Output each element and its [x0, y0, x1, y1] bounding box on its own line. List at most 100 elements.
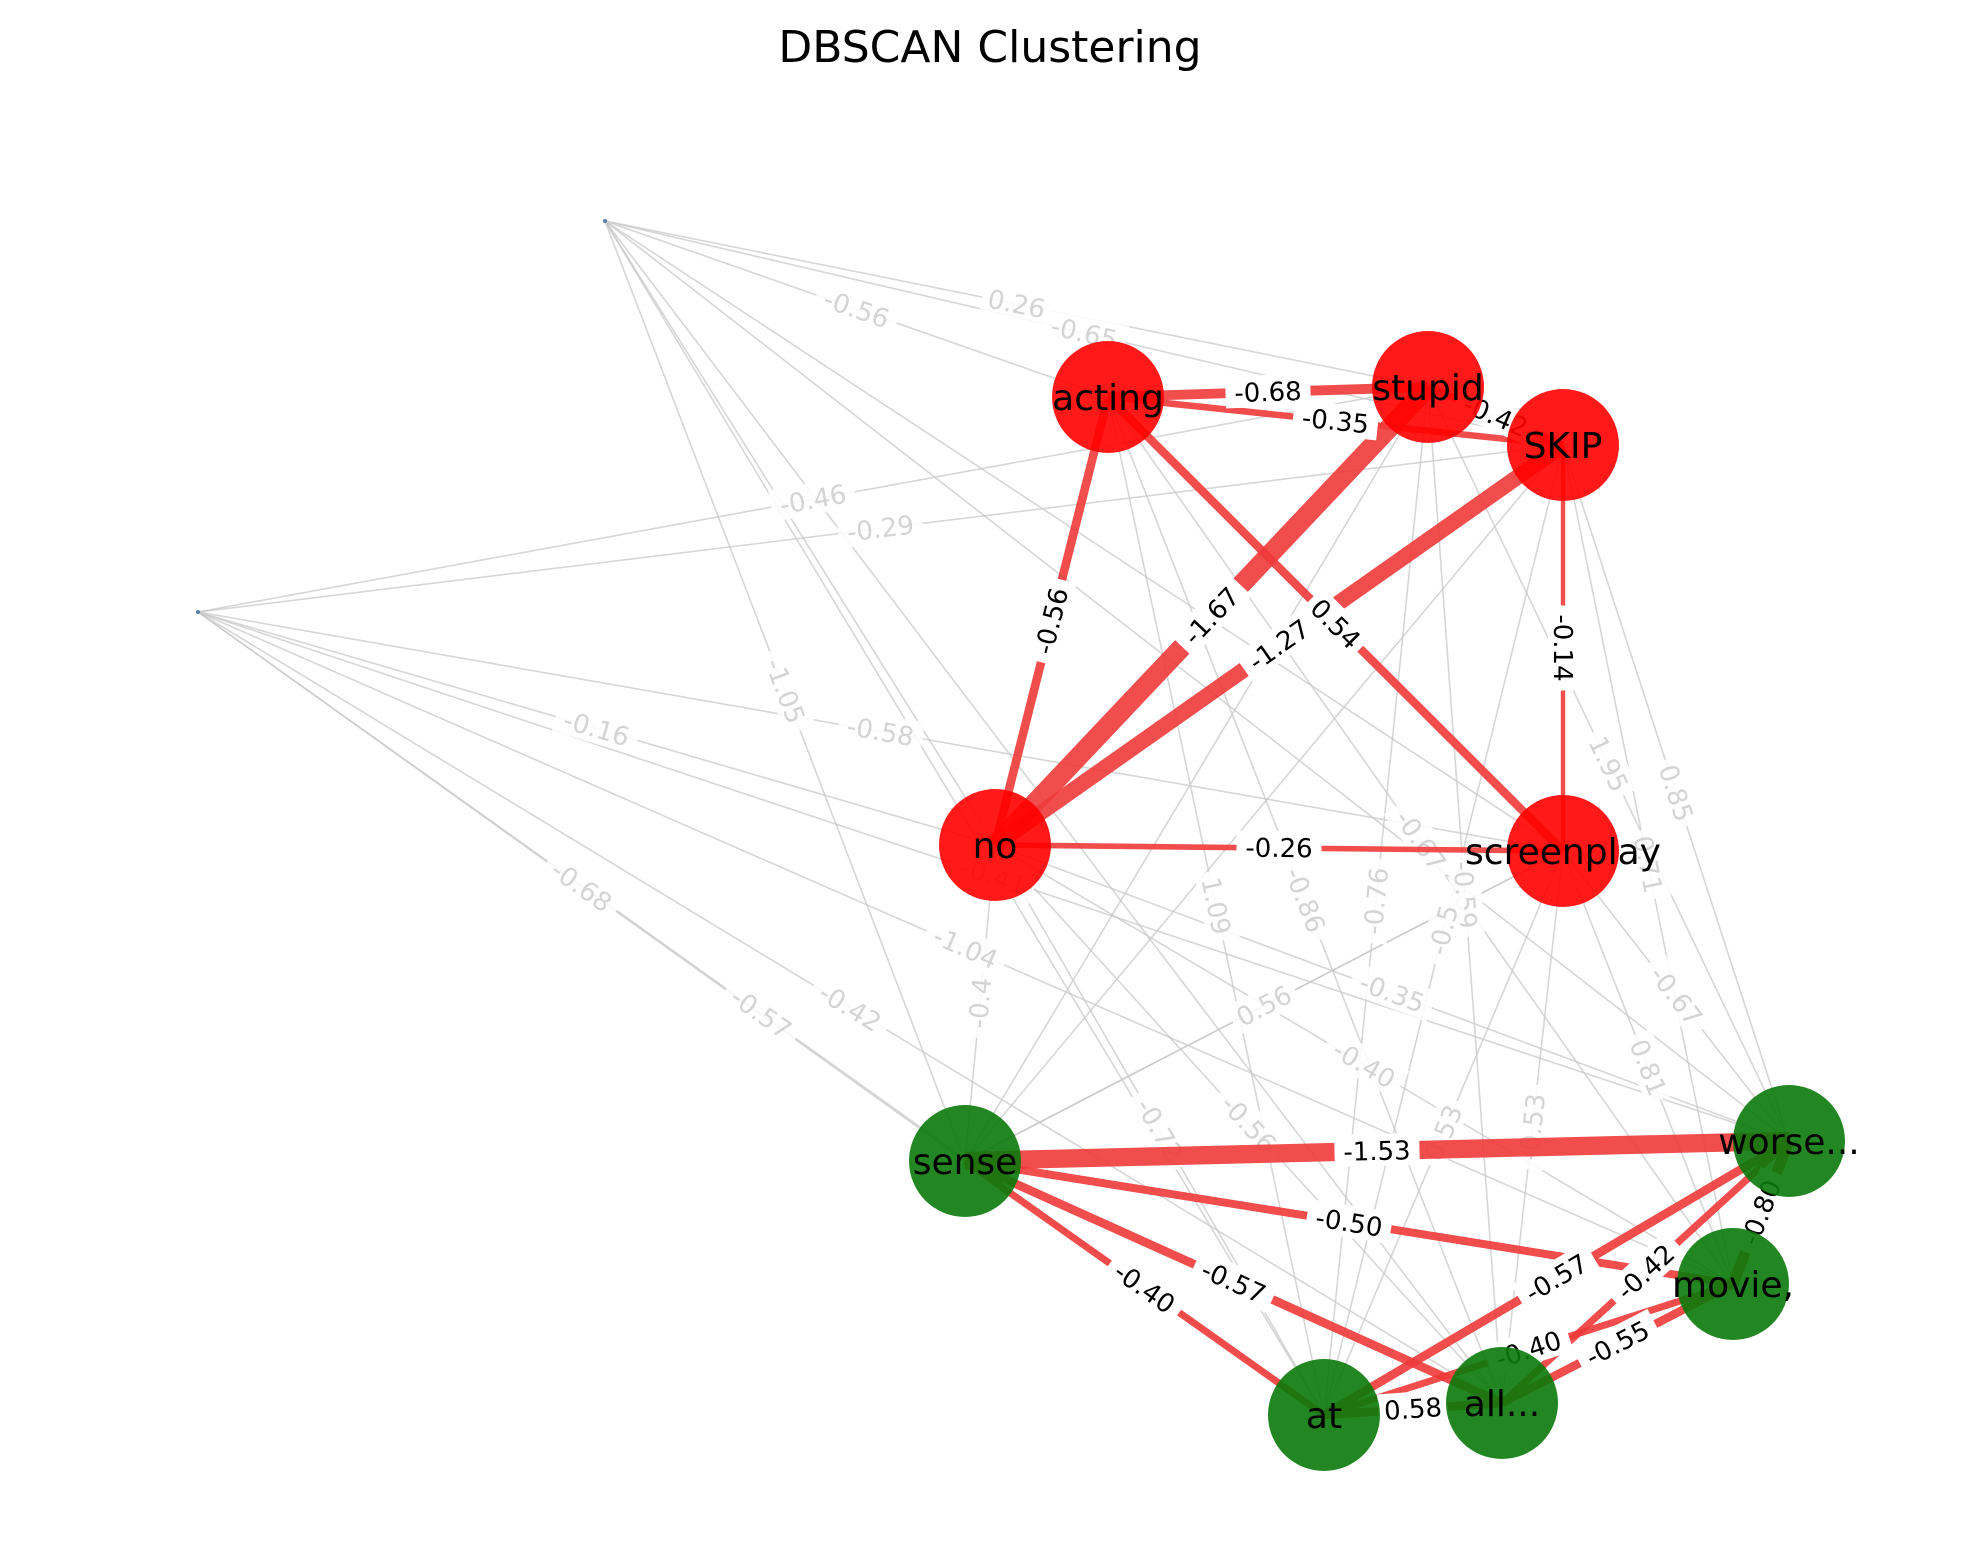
strong-edge-label-bg [1224, 373, 1311, 409]
node-movie [1677, 1228, 1789, 1340]
node-label-at: at [1306, 1396, 1342, 1437]
weak-edge-label-bg [811, 278, 903, 338]
weak-edge-label-group: -0.40 [1319, 1028, 1410, 1100]
weak-edge-label-bg [551, 700, 643, 755]
weak-edge-label-bg [1225, 974, 1302, 1036]
weak-edge-label: -0.58 [845, 712, 916, 753]
strong-edge-label-bg [1236, 830, 1322, 864]
weak-edge-label-bg [1208, 1081, 1290, 1166]
strong-edge-label: -1.53 [1343, 1136, 1411, 1168]
weak-edge-label-group: -0.68 [538, 847, 626, 924]
weak-edge-label-bg [1383, 795, 1459, 884]
noise-point [603, 219, 607, 223]
weak-edge-label-bg [836, 506, 925, 549]
strong-edge-label: -0.56 [1030, 585, 1076, 658]
weak-edge-label-bg [1418, 891, 1467, 968]
node-stupid [1372, 331, 1484, 443]
weak-edge-label-bg [1650, 754, 1703, 831]
strong-edge-label-group: -0.40 [1101, 1249, 1190, 1325]
weak-edge-stupid-sense [964, 386, 1429, 1162]
strong-edge-label-group: -0.35 [1291, 399, 1380, 441]
strong-edge-label: -0.26 [1245, 834, 1313, 865]
weak-edge-label-group: 0.26 [979, 280, 1055, 326]
node-label-sense: sense [913, 1142, 1018, 1183]
node-all [1446, 1347, 1558, 1459]
node-label-screenplay: screenplay [1465, 832, 1661, 873]
strong-edge-label-bg [1334, 1132, 1420, 1168]
weak-edge-label-bg [836, 707, 926, 754]
weak-edge-label-group: -0.16 [551, 700, 643, 755]
weak-edge-label-group: 0.53 [1414, 1094, 1471, 1172]
strong-edge-label-group: -1.53 [1334, 1132, 1420, 1168]
strong-edge-label-bg [1188, 1249, 1280, 1314]
node-screenplay [1507, 795, 1619, 907]
weak-edge-label-group: -0.4 [959, 966, 999, 1040]
weak-edge-label: 0.26 [985, 285, 1048, 326]
weak-edge-label-group: 0.81 [1621, 1028, 1677, 1106]
weak-edge-p1-screenplay [604, 220, 1564, 852]
weak-edge-label-group: -0.29 [836, 506, 925, 549]
weak-edge-label: -0.42 [813, 978, 886, 1039]
weak-edge-p1-no [604, 220, 996, 846]
nodes-layer: acting stupid SKIP no screenplay sense worse..… [196, 219, 1860, 1471]
weak-edge-label-bg [979, 280, 1055, 326]
weak-edge-label-bg [920, 915, 1012, 979]
strong-edge-label: -0.40 [1108, 1257, 1180, 1320]
weak-edge-label-bg [1621, 1028, 1677, 1106]
weak-edge-label-bg [755, 645, 817, 737]
weak-edge-label-group: 1.95 [1579, 725, 1639, 803]
weak-edge-label-bg [805, 970, 896, 1043]
weak-edge-label-group: -0.35 [1346, 962, 1438, 1022]
strong-edge-label-bg [1300, 587, 1373, 660]
weak-edge-p1-worse [604, 220, 1790, 1142]
strong-edge-label-bg [1024, 575, 1077, 666]
weak-edge-label-bg [959, 966, 999, 1040]
weak-edge-label-group: -0.76 [1354, 857, 1396, 945]
weak-edge-label-group: -0.53 [1510, 1082, 1552, 1171]
weak-edge-label-group: -0.67 [1638, 952, 1716, 1039]
node-label-worse: worse... [1718, 1122, 1860, 1163]
weak-edge-skip-sense [964, 444, 1564, 1162]
strong-edge-label-bg [1234, 606, 1323, 682]
strong-edge-label-group: -0.68 [1224, 373, 1311, 409]
node-sense [909, 1105, 1021, 1217]
weak-edge-label-group: -0.57 [717, 974, 806, 1051]
weak-edge-label: -0.57 [724, 983, 796, 1046]
strong-edge-label-group: -0.50 [1304, 1198, 1394, 1245]
strong-edge-label-bg [1376, 1389, 1449, 1427]
strong-edge-label-bg [1304, 1198, 1394, 1245]
weak-edge-label-group: 0.56 [1225, 974, 1302, 1036]
weak-edge-label-bg [1319, 1028, 1410, 1100]
weak-edge-label-bg [717, 974, 806, 1051]
strong-edge-label: -0.35 [1300, 404, 1370, 441]
weak-edge-labels-layer: -0.56 0.26-0.65-1.05-0.46-0.29-0.16 -0.58-… [538, 278, 1716, 1175]
weak-edge-label: -0.40 [1327, 1035, 1400, 1095]
weak-edge-label: -0.67 [1388, 805, 1451, 877]
chart-title: DBSCAN Clustering [778, 22, 1202, 73]
weak-edge-label-bg [1579, 725, 1639, 803]
weak-edge-label-bg [538, 847, 626, 924]
weak-edge-label: 0.85 [1652, 761, 1698, 825]
strong-edge-label-group: -0.56 [1024, 575, 1077, 666]
strong-edge-label-bg [1101, 1249, 1190, 1325]
weak-edge-label: -0.76 [1359, 866, 1396, 936]
node-skip [1507, 389, 1619, 501]
weak-edge-label-bg [1275, 854, 1337, 946]
weak-edge-label: -0.46 [777, 480, 849, 522]
weak-edge-label-group: -1.05 [755, 645, 817, 737]
node-worse [1733, 1085, 1845, 1197]
weak-edge-label-group: -0.46 [768, 475, 858, 522]
weak-edge-label-group: -0.86 [1275, 854, 1337, 946]
strong-edge-label: -0.14 [1547, 614, 1577, 681]
node-label-stupid: stupid [1372, 368, 1483, 409]
weak-edge-label: 1.09 [1194, 875, 1235, 938]
strong-edge-label-bg [1511, 1241, 1601, 1313]
node-at [1268, 1359, 1380, 1471]
weak-edge-label-bg [1346, 962, 1438, 1022]
strong-edge-label-bg [1291, 399, 1380, 441]
strong-edge-label-bg [1571, 1308, 1663, 1377]
strong-edge-label-bg [1548, 605, 1580, 691]
node-label-acting: acting [1052, 378, 1164, 419]
strong-edge-label-bg [1169, 573, 1252, 658]
weak-edge-label: -0.5 [1424, 902, 1465, 958]
